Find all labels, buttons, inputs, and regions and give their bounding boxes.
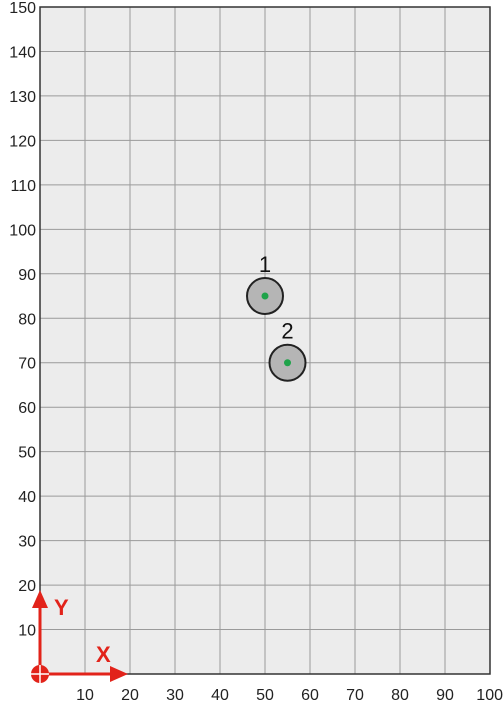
x-tick-label: 80 xyxy=(391,687,409,704)
point-2-center-dot xyxy=(284,359,291,366)
y-tick-label: 20 xyxy=(18,578,36,595)
y-tick-label: 90 xyxy=(18,267,36,284)
y-axis-ticks: 10 20 30 40 50 60 70 80 90 100 110 120 130 140 150 xyxy=(9,0,36,640)
y-tick-label: 50 xyxy=(18,445,36,462)
y-axis-letter: Y xyxy=(54,595,69,620)
y-tick-label: 100 xyxy=(9,222,36,239)
x-tick-label: 90 xyxy=(436,687,454,704)
x-tick-label: 40 xyxy=(211,687,229,704)
x-tick-label: 30 xyxy=(166,687,184,704)
y-tick-label: 150 xyxy=(9,0,36,17)
y-tick-label: 40 xyxy=(18,489,36,506)
point-2-label: 2 xyxy=(281,319,293,344)
x-tick-label: 70 xyxy=(346,687,364,704)
y-tick-label: 140 xyxy=(9,44,36,61)
x-axis-ticks: 10 20 30 40 50 60 70 80 90 100 xyxy=(76,687,503,704)
y-tick-label: 30 xyxy=(18,534,36,551)
y-tick-label: 70 xyxy=(18,356,36,373)
x-tick-label: 20 xyxy=(121,687,139,704)
x-tick-label: 10 xyxy=(76,687,94,704)
y-tick-label: 120 xyxy=(9,133,36,150)
y-tick-label: 60 xyxy=(18,400,36,417)
y-tick-label: 80 xyxy=(18,311,36,328)
y-tick-label: 110 xyxy=(10,178,36,195)
point-1-label: 1 xyxy=(259,252,271,277)
x-tick-label: 60 xyxy=(301,687,319,704)
x-tick-label: 50 xyxy=(256,687,274,704)
y-tick-label: 10 xyxy=(18,623,36,640)
y-tick-label: 130 xyxy=(9,89,36,106)
point-1-center-dot xyxy=(262,293,269,300)
x-tick-label: 100 xyxy=(476,687,503,704)
x-axis-letter: X xyxy=(96,642,111,667)
